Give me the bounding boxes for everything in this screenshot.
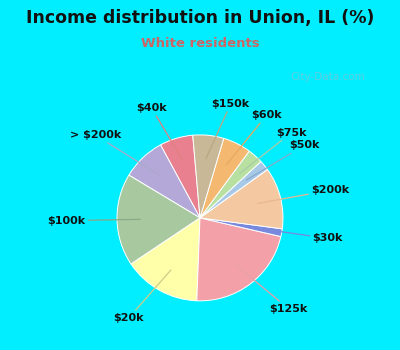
Wedge shape xyxy=(197,218,281,301)
Text: $150k: $150k xyxy=(206,99,250,159)
Wedge shape xyxy=(117,175,200,264)
Wedge shape xyxy=(200,151,261,218)
Wedge shape xyxy=(160,135,200,218)
Text: $75k: $75k xyxy=(240,127,307,173)
Wedge shape xyxy=(129,145,200,218)
Wedge shape xyxy=(131,218,200,301)
Text: $100k: $100k xyxy=(47,216,140,226)
Text: $125k: $125k xyxy=(236,265,308,314)
Text: $200k: $200k xyxy=(258,185,349,203)
Text: Income distribution in Union, IL (%): Income distribution in Union, IL (%) xyxy=(26,9,374,27)
Text: White residents: White residents xyxy=(141,37,259,50)
Text: City-Data.com: City-Data.com xyxy=(291,72,365,82)
Wedge shape xyxy=(200,138,249,218)
Text: $50k: $50k xyxy=(246,140,319,180)
Wedge shape xyxy=(200,161,268,218)
Text: $40k: $40k xyxy=(136,103,183,161)
Wedge shape xyxy=(200,169,283,229)
Wedge shape xyxy=(193,135,224,218)
Text: > $200k: > $200k xyxy=(70,130,159,175)
Text: $60k: $60k xyxy=(227,110,282,164)
Text: $30k: $30k xyxy=(259,229,343,243)
Text: $20k: $20k xyxy=(114,270,171,323)
Wedge shape xyxy=(200,218,282,237)
